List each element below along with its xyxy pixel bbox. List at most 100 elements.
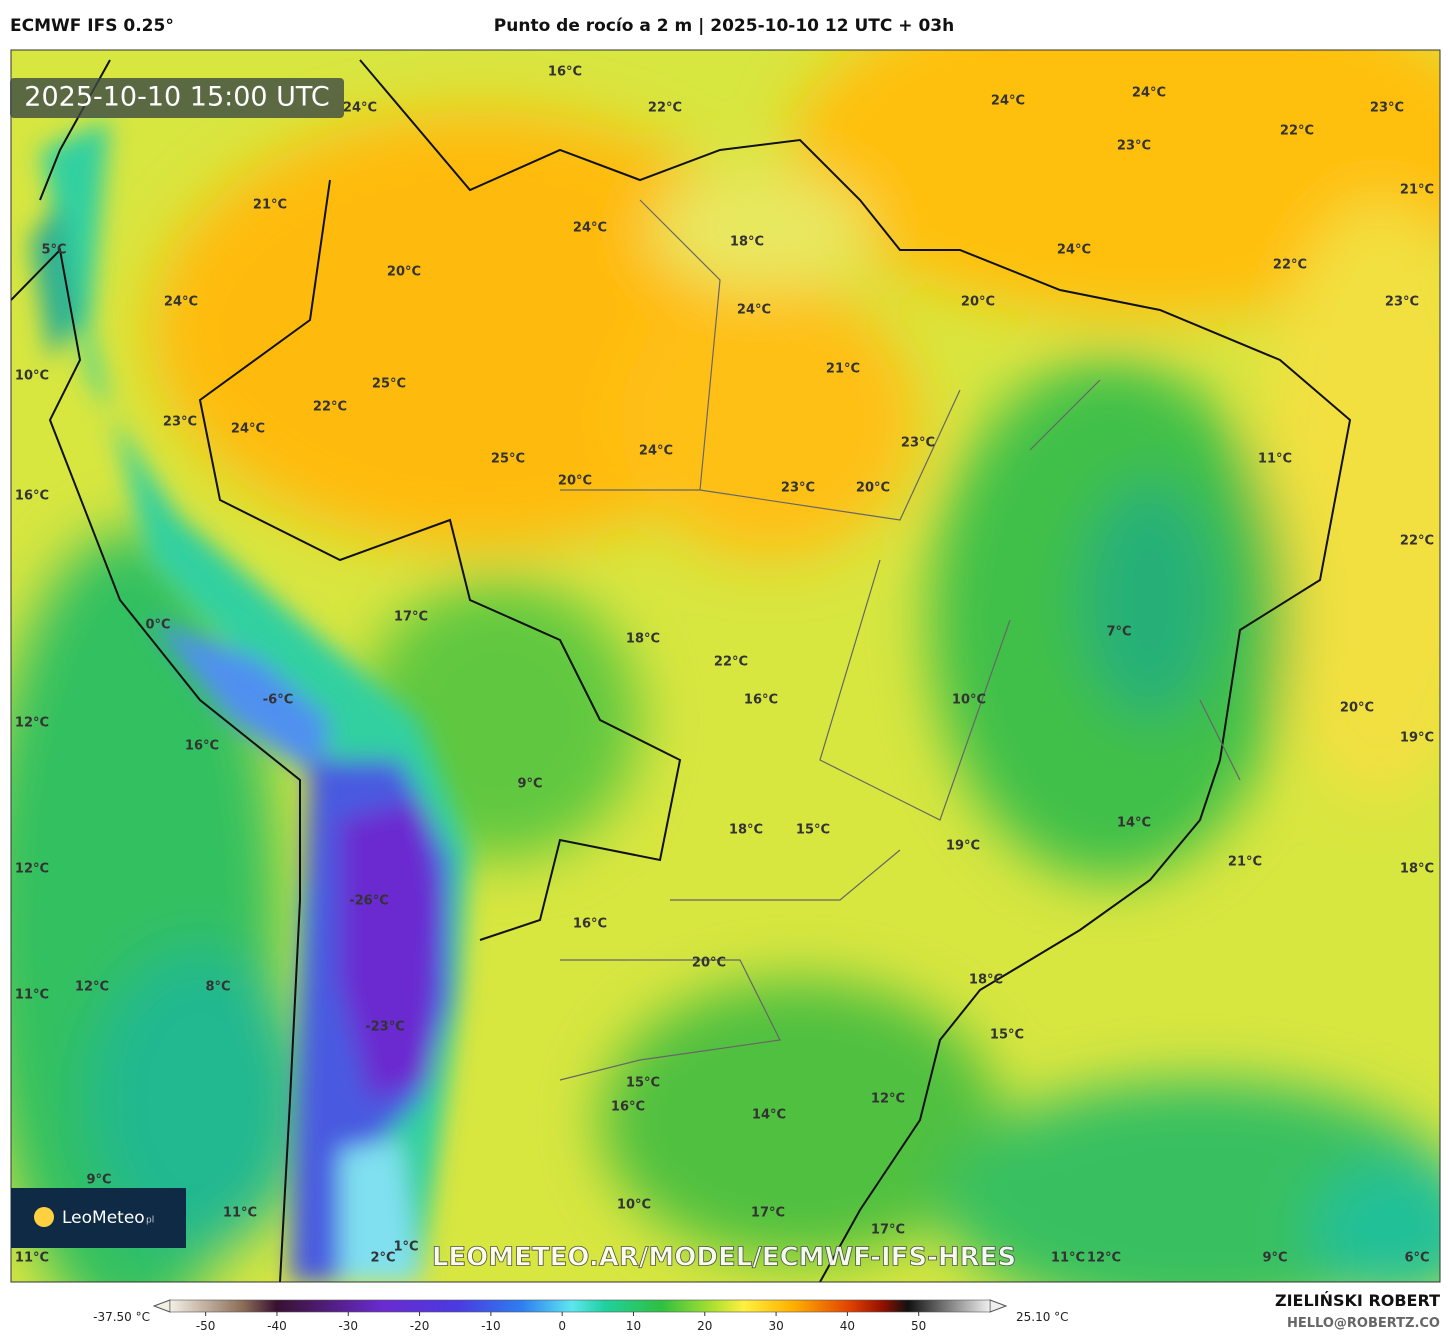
temp-label: 24°C <box>231 422 265 437</box>
temp-label: 19°C <box>946 839 980 854</box>
temp-label: 24°C <box>737 303 771 318</box>
temp-label: 24°C <box>164 295 198 310</box>
colorbar-end <box>989 1299 1008 1313</box>
temp-label: 20°C <box>692 956 726 971</box>
temp-label: 9°C <box>517 777 542 792</box>
temp-label: 22°C <box>648 101 682 116</box>
colorbar-tick-label: -50 <box>196 1319 216 1333</box>
temp-label: 18°C <box>729 823 763 838</box>
colorbar-min: -37.50 °C <box>93 1310 150 1324</box>
map-title: Punto de rocío a 2 m | 2025-10-10 12 UTC… <box>494 16 954 36</box>
temp-label: 25°C <box>372 377 406 392</box>
temp-label: 10°C <box>952 693 986 708</box>
temp-label: 1°C <box>393 1240 418 1255</box>
temp-label: 11°C <box>1051 1251 1085 1266</box>
temp-label: -6°C <box>263 693 293 708</box>
logo: LeoMeteo <box>62 1208 145 1228</box>
colorbar-tick-label: 20 <box>697 1319 712 1333</box>
temp-label: 11°C <box>223 1206 257 1221</box>
temp-label: 21°C <box>253 198 287 213</box>
colorbar-tick-label: 30 <box>768 1319 783 1333</box>
watermark: LEOMETEO.AR/MODEL/ECMWF-IFS-HRES <box>432 1243 1016 1273</box>
temp-label: 12°C <box>15 862 49 877</box>
temp-label: 15°C <box>626 1076 660 1091</box>
colorbar <box>169 1299 991 1313</box>
temp-label: 23°C <box>901 436 935 451</box>
temp-label: 10°C <box>15 369 49 384</box>
temp-label: 24°C <box>573 221 607 236</box>
temp-label: 0°C <box>145 618 170 633</box>
temp-label: 6°C <box>1404 1251 1429 1266</box>
temp-label: 11°C <box>15 1251 49 1266</box>
temp-label: 20°C <box>558 474 592 489</box>
colorbar-tick-label: 40 <box>840 1319 855 1333</box>
colorbar-tick-label: -40 <box>267 1319 287 1333</box>
temp-label: 17°C <box>394 610 428 625</box>
temp-label: 14°C <box>752 1108 786 1123</box>
temp-label: 24°C <box>1132 86 1166 101</box>
temp-label: 22°C <box>714 655 748 670</box>
temp-label: 22°C <box>1280 124 1314 139</box>
temp-label: 20°C <box>1340 701 1374 716</box>
temp-label: 20°C <box>387 265 421 280</box>
temp-label: 18°C <box>730 235 764 250</box>
temp-label: 8°C <box>205 980 230 995</box>
temp-label: 21°C <box>1400 183 1434 198</box>
temp-label: 24°C <box>639 444 673 459</box>
temp-label: 24°C <box>343 101 377 116</box>
temp-label: 23°C <box>1370 101 1404 116</box>
colorbar-tick-label: -30 <box>338 1319 358 1333</box>
temp-label: 20°C <box>961 295 995 310</box>
temp-label: -26°C <box>349 894 389 909</box>
temp-label: 9°C <box>1262 1251 1287 1266</box>
temp-label: 20°C <box>856 481 890 496</box>
temp-label: 17°C <box>751 1206 785 1221</box>
author: ZIELIŃSKI ROBERT <box>1275 1291 1440 1310</box>
colorbar-max: 25.10 °C <box>1016 1310 1069 1324</box>
temp-label: 16°C <box>611 1100 645 1115</box>
temp-label: 12°C <box>75 980 109 995</box>
temp-label: 5°C <box>41 243 66 258</box>
temp-label: 21°C <box>1228 855 1262 870</box>
temp-label: 18°C <box>626 632 660 647</box>
temp-label: 17°C <box>871 1223 905 1238</box>
temp-label: 15°C <box>990 1028 1024 1043</box>
temp-label: 18°C <box>1400 862 1434 877</box>
temp-label: 9°C <box>86 1173 111 1188</box>
temp-label: 23°C <box>1385 295 1419 310</box>
temp-label: 16°C <box>573 917 607 932</box>
colorbar-end <box>152 1299 171 1313</box>
temp-label: 23°C <box>1117 139 1151 154</box>
temp-label: 12°C <box>871 1092 905 1107</box>
temp-label: 25°C <box>491 452 525 467</box>
temp-label: 10°C <box>617 1198 651 1213</box>
temp-label: 16°C <box>744 693 778 708</box>
contact: HELLO@ROBERTZ.CO <box>1287 1316 1440 1331</box>
temp-label: 24°C <box>1057 243 1091 258</box>
temp-label: 16°C <box>185 739 219 754</box>
temp-label: 16°C <box>548 65 582 80</box>
temp-label: 12°C <box>1087 1251 1121 1266</box>
colorbar-tick-label: 0 <box>558 1319 566 1333</box>
colorbar-tick-label: 50 <box>911 1319 926 1333</box>
model-name: ECMWF IFS 0.25° <box>10 16 174 36</box>
colorbar-tick-label: 10 <box>626 1319 641 1333</box>
temp-label: 11°C <box>15 988 49 1003</box>
logo-suffix: pl <box>146 1216 154 1226</box>
temp-label: 21°C <box>826 362 860 377</box>
temp-label: 24°C <box>991 94 1025 109</box>
temp-label: 11°C <box>1258 452 1292 467</box>
colorbar-tick-label: -10 <box>481 1319 501 1333</box>
temp-label: 22°C <box>313 400 347 415</box>
timestamp: 2025-10-10 15:00 UTC <box>24 82 329 113</box>
temp-label: 18°C <box>969 973 1003 988</box>
temp-label: 19°C <box>1400 731 1434 746</box>
temp-label: 22°C <box>1400 534 1434 549</box>
temp-label: 12°C <box>15 716 49 731</box>
temp-label: 2°C <box>370 1251 395 1266</box>
temp-label: 23°C <box>163 415 197 430</box>
temp-label: 14°C <box>1117 816 1151 831</box>
temp-label: 7°C <box>1106 625 1131 640</box>
